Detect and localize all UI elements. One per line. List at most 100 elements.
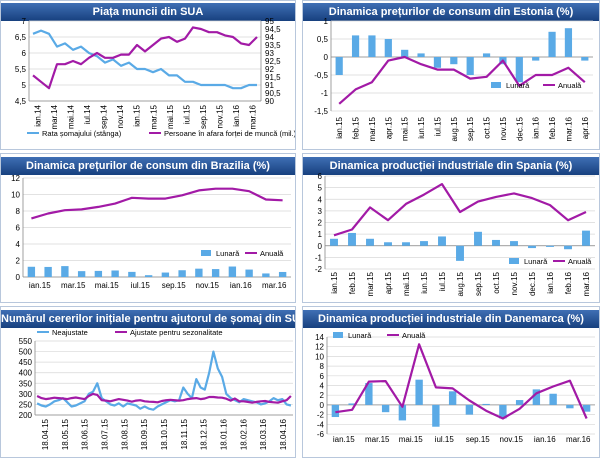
y-tick-label: -1 bbox=[321, 89, 329, 98]
y2-tick-label: 94 bbox=[265, 33, 274, 42]
bar bbox=[515, 57, 523, 83]
bar bbox=[161, 272, 170, 277]
bar bbox=[546, 245, 554, 247]
bar bbox=[365, 383, 373, 405]
x-tick-label: feb.16 bbox=[548, 116, 557, 139]
legend-label: Lunară bbox=[524, 257, 548, 266]
x-tick-label: iul.15 bbox=[435, 435, 455, 444]
chart-panel-brazil-cpi: Dinamica prețurilor de consum din Brazil… bbox=[0, 153, 296, 303]
x-tick-label: mai.15 bbox=[166, 104, 175, 129]
bar bbox=[532, 389, 541, 405]
bar bbox=[111, 270, 119, 277]
x-tick-label: nov.15 bbox=[196, 281, 220, 290]
chart-canvas: -2 -1 0 1 2 3 4 5 6 ian.15 feb.15 mar.15 apr.15 mai.1… bbox=[315, 172, 595, 296]
x-tick-label: oct.15 bbox=[483, 116, 492, 138]
y-tick-label: 400 bbox=[19, 369, 33, 378]
bar bbox=[262, 273, 270, 277]
y-tick-label: 12 bbox=[11, 174, 20, 183]
legend-swatch bbox=[201, 250, 211, 256]
x-tick-label: 18.08.15 bbox=[120, 418, 129, 450]
x-tick-label: sep.14 bbox=[100, 104, 109, 129]
x-tick-label: ian.16 bbox=[532, 116, 541, 138]
y2-tick-label: 95 bbox=[265, 17, 274, 26]
legend-label: Lunară bbox=[348, 331, 372, 340]
x-tick-label: dec.15 bbox=[515, 116, 524, 141]
bar bbox=[278, 271, 287, 277]
bar bbox=[44, 266, 52, 277]
bar bbox=[492, 239, 500, 246]
x-tick-label: 18.10.15 bbox=[160, 418, 169, 450]
x-tick-label: apr.15 bbox=[384, 116, 393, 139]
y-tick-label: 4,5 bbox=[15, 97, 27, 106]
y-tick-label: 0 bbox=[320, 401, 325, 410]
y2-tick-label: 94,5 bbox=[265, 25, 281, 34]
bar bbox=[144, 275, 153, 277]
x-tick-label: mar.16 bbox=[564, 116, 573, 141]
chart-panel-us-jobless-claims: Numărul cererilor inițiale pentru ajutor… bbox=[0, 306, 296, 458]
chart-title: Dinamica prețurilor de consum din Brazil… bbox=[1, 157, 295, 175]
bar bbox=[128, 271, 136, 277]
x-tick-label: mar.16 bbox=[566, 435, 591, 444]
x-tick-label: ian.16 bbox=[232, 104, 241, 126]
bar bbox=[348, 232, 356, 246]
x-tick-label: mar.15 bbox=[61, 281, 86, 290]
y-tick-label: 0,5 bbox=[317, 35, 329, 44]
x-tick-label: mar.16 bbox=[262, 281, 287, 290]
x-tick-label: dec.15 bbox=[528, 271, 537, 296]
y-tick-label: 4 bbox=[318, 195, 323, 204]
series-line bbox=[36, 392, 292, 404]
bar bbox=[448, 391, 457, 405]
bar bbox=[330, 238, 338, 246]
x-tick-label: ian.15 bbox=[133, 104, 142, 126]
x-tick-label: mar.16 bbox=[582, 271, 591, 296]
x-tick-label: ian.15 bbox=[330, 271, 339, 293]
chart-title: Dinamica prețurilor de consum din Estoni… bbox=[303, 3, 599, 21]
bar bbox=[401, 49, 409, 57]
bar bbox=[466, 57, 474, 75]
x-tick-label: mai.15 bbox=[402, 271, 411, 296]
x-tick-label: feb.15 bbox=[352, 116, 361, 139]
legend-label: Anuală bbox=[568, 257, 592, 266]
y2-tick-label: 90 bbox=[265, 97, 274, 106]
bar bbox=[348, 403, 356, 405]
y-tick-label: 6,5 bbox=[15, 33, 27, 42]
y-tick-label: 8 bbox=[320, 362, 325, 371]
series-line bbox=[338, 55, 586, 105]
x-tick-label: ian.15 bbox=[333, 435, 355, 444]
y-tick-label: 6 bbox=[22, 49, 27, 58]
bar bbox=[77, 271, 86, 277]
bar bbox=[331, 404, 340, 418]
chart-panel-estonia-cpi: Dinamica prețurilor de consum din Estoni… bbox=[302, 0, 600, 150]
x-tick-label: mai.15 bbox=[95, 281, 120, 290]
legend-swatch bbox=[509, 258, 519, 264]
bar bbox=[94, 270, 103, 277]
y-tick-label: -1 bbox=[315, 253, 323, 262]
series-line bbox=[32, 26, 258, 90]
bar bbox=[384, 39, 392, 57]
y-tick-label: 0 bbox=[16, 273, 21, 282]
y-tick-label: 2 bbox=[16, 257, 21, 266]
chart-panel-us-labour: Piața muncii din SUA 4,5 5 5,5 6 6,5 7 90 90,5 9… bbox=[0, 0, 296, 150]
y-tick-label: 5 bbox=[22, 81, 27, 90]
y-tick-label: 6 bbox=[16, 224, 21, 233]
x-tick-label: mai.15 bbox=[401, 116, 410, 141]
legend-swatch bbox=[333, 332, 343, 338]
bar bbox=[381, 404, 390, 413]
y-tick-label: 4 bbox=[320, 382, 325, 391]
series-line bbox=[335, 343, 588, 420]
x-tick-label: 18.11.15 bbox=[180, 418, 189, 449]
bar bbox=[432, 404, 440, 427]
x-tick-label: ian.15 bbox=[335, 116, 344, 138]
y-tick-label: 450 bbox=[19, 358, 33, 367]
x-tick-label: mar.14 bbox=[50, 104, 59, 129]
bar bbox=[27, 266, 36, 277]
bar bbox=[499, 404, 507, 419]
bar bbox=[433, 57, 442, 68]
y2-tick-label: 91 bbox=[265, 81, 274, 90]
y-tick-label: 4 bbox=[16, 240, 21, 249]
bar bbox=[415, 379, 423, 405]
bar bbox=[366, 238, 374, 246]
bar bbox=[566, 404, 574, 409]
x-tick-label: 18.04.16 bbox=[279, 418, 288, 450]
